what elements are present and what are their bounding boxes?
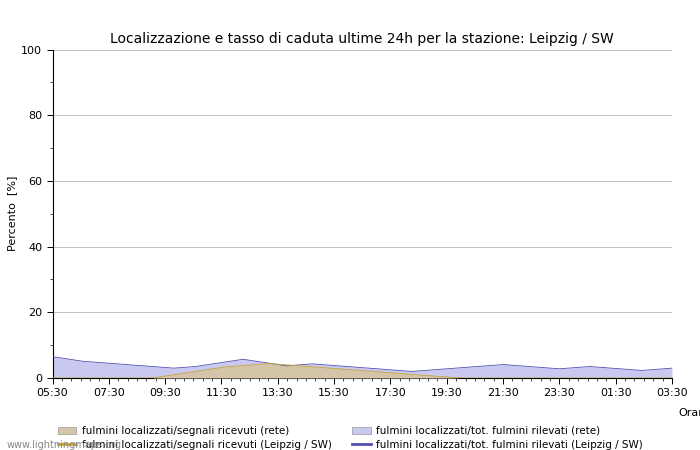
Legend: fulmini localizzati/segnali ricevuti (rete), fulmini localizzati/segnali ricevut: fulmini localizzati/segnali ricevuti (re… — [57, 426, 643, 450]
Text: Orario: Orario — [678, 408, 700, 418]
Text: www.lightningmaps.org: www.lightningmaps.org — [7, 440, 122, 450]
Title: Localizzazione e tasso di caduta ultime 24h per la stazione: Leipzig / SW: Localizzazione e tasso di caduta ultime … — [111, 32, 614, 45]
Y-axis label: Percento  [%]: Percento [%] — [7, 176, 17, 252]
